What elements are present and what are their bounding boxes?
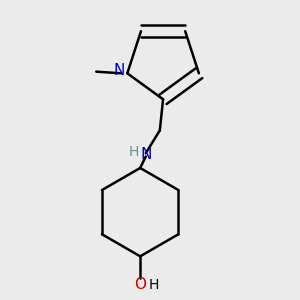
- Text: N: N: [140, 147, 152, 162]
- Text: H: H: [149, 278, 159, 292]
- Text: H: H: [128, 145, 139, 159]
- Text: N: N: [113, 63, 124, 78]
- Text: O: O: [134, 277, 146, 292]
